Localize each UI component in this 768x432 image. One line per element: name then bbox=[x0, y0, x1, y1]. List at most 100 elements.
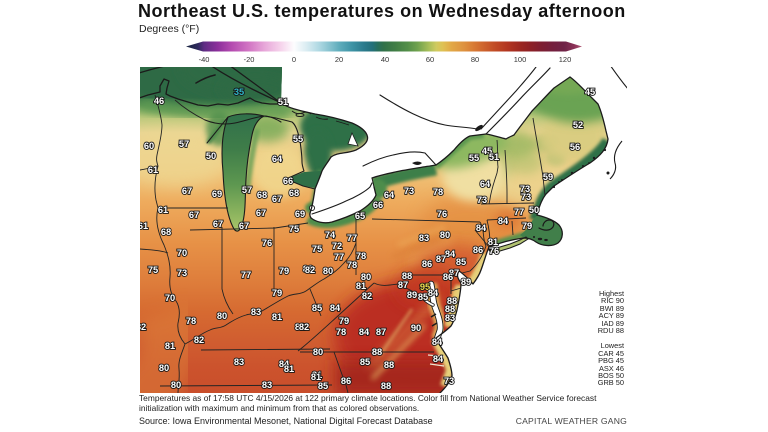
svg-text:72: 72 bbox=[332, 241, 342, 251]
svg-text:45: 45 bbox=[482, 146, 492, 156]
svg-text:83: 83 bbox=[419, 233, 429, 243]
svg-text:80: 80 bbox=[217, 311, 227, 321]
svg-text:89: 89 bbox=[461, 277, 471, 287]
svg-text:81: 81 bbox=[488, 237, 498, 247]
svg-text:85: 85 bbox=[456, 257, 466, 267]
svg-text:73: 73 bbox=[521, 192, 531, 202]
svg-text:79: 79 bbox=[339, 316, 349, 326]
svg-text:82: 82 bbox=[303, 264, 313, 274]
svg-text:80: 80 bbox=[313, 347, 323, 357]
svg-text:45: 45 bbox=[585, 87, 595, 97]
svg-text:40: 40 bbox=[381, 55, 389, 64]
svg-text:83: 83 bbox=[262, 380, 272, 390]
svg-text:84: 84 bbox=[432, 337, 443, 347]
svg-text:67: 67 bbox=[256, 208, 266, 218]
svg-text:55: 55 bbox=[293, 134, 303, 144]
svg-text:80: 80 bbox=[471, 55, 479, 64]
svg-text:76: 76 bbox=[489, 246, 499, 256]
svg-text:84: 84 bbox=[359, 327, 370, 337]
svg-text:86: 86 bbox=[422, 259, 432, 269]
svg-text:78: 78 bbox=[356, 251, 366, 261]
svg-text:74: 74 bbox=[325, 230, 336, 240]
svg-text:73: 73 bbox=[520, 184, 530, 194]
svg-text:67: 67 bbox=[239, 221, 249, 231]
svg-text:59: 59 bbox=[543, 172, 553, 182]
svg-text:73: 73 bbox=[477, 195, 487, 205]
svg-text:85: 85 bbox=[318, 381, 328, 391]
svg-text:81: 81 bbox=[356, 281, 366, 291]
svg-text:77: 77 bbox=[241, 270, 251, 280]
svg-text:50: 50 bbox=[206, 151, 216, 161]
svg-text:77: 77 bbox=[514, 207, 524, 217]
svg-text:88: 88 bbox=[402, 271, 412, 281]
svg-text:88: 88 bbox=[381, 381, 391, 391]
svg-text:87: 87 bbox=[436, 254, 446, 264]
svg-text:82: 82 bbox=[362, 291, 372, 301]
svg-text:76: 76 bbox=[262, 238, 272, 248]
svg-text:79: 79 bbox=[522, 221, 532, 231]
svg-text:70: 70 bbox=[165, 293, 175, 303]
svg-text:84: 84 bbox=[279, 359, 290, 369]
svg-text:68: 68 bbox=[257, 190, 267, 200]
svg-text:66: 66 bbox=[283, 176, 293, 186]
svg-text:85: 85 bbox=[360, 357, 370, 367]
svg-text:46: 46 bbox=[154, 96, 164, 106]
svg-text:89: 89 bbox=[407, 290, 417, 300]
svg-text:60: 60 bbox=[144, 141, 154, 151]
svg-text:87: 87 bbox=[398, 280, 408, 290]
svg-text:81: 81 bbox=[165, 341, 175, 351]
svg-text:78: 78 bbox=[186, 316, 196, 326]
svg-text:81: 81 bbox=[311, 372, 321, 382]
svg-text:78: 78 bbox=[347, 260, 357, 270]
svg-text:56: 56 bbox=[570, 142, 580, 152]
svg-text:79: 79 bbox=[279, 266, 289, 276]
svg-text:61: 61 bbox=[140, 221, 148, 231]
svg-text:78: 78 bbox=[433, 187, 443, 197]
svg-text:69: 69 bbox=[295, 209, 305, 219]
svg-text:95: 95 bbox=[420, 282, 430, 292]
svg-text:85: 85 bbox=[418, 292, 428, 302]
svg-text:84: 84 bbox=[330, 303, 341, 313]
svg-text:55: 55 bbox=[469, 153, 479, 163]
svg-text:67: 67 bbox=[272, 194, 282, 204]
svg-text:84: 84 bbox=[433, 354, 444, 364]
svg-text:82: 82 bbox=[305, 265, 315, 275]
svg-text:51: 51 bbox=[489, 152, 499, 162]
svg-text:-20: -20 bbox=[244, 55, 255, 64]
svg-text:77: 77 bbox=[347, 233, 357, 243]
svg-text:82: 82 bbox=[140, 322, 146, 332]
svg-text:120: 120 bbox=[559, 55, 572, 64]
svg-text:70: 70 bbox=[177, 248, 187, 258]
svg-text:35: 35 bbox=[234, 87, 244, 97]
svg-text:86: 86 bbox=[443, 272, 453, 282]
svg-text:73: 73 bbox=[404, 186, 414, 196]
svg-text:83: 83 bbox=[234, 357, 244, 367]
svg-text:67: 67 bbox=[189, 210, 199, 220]
svg-text:82: 82 bbox=[295, 322, 305, 332]
svg-text:80: 80 bbox=[361, 272, 371, 282]
svg-text:57: 57 bbox=[242, 185, 252, 195]
svg-text:60: 60 bbox=[426, 55, 434, 64]
svg-text:88: 88 bbox=[445, 304, 455, 314]
svg-text:0: 0 bbox=[292, 55, 296, 64]
svg-text:83: 83 bbox=[251, 307, 261, 317]
svg-text:84: 84 bbox=[428, 288, 439, 298]
svg-text:84: 84 bbox=[498, 216, 509, 226]
svg-text:88: 88 bbox=[447, 296, 457, 306]
svg-text:90: 90 bbox=[411, 323, 421, 333]
svg-text:61: 61 bbox=[148, 165, 158, 175]
svg-text:87: 87 bbox=[449, 268, 459, 278]
svg-text:82: 82 bbox=[299, 322, 309, 332]
svg-text:80: 80 bbox=[323, 266, 333, 276]
svg-text:84: 84 bbox=[476, 223, 487, 233]
svg-text:75: 75 bbox=[148, 265, 158, 275]
svg-text:67: 67 bbox=[182, 186, 192, 196]
svg-text:81: 81 bbox=[312, 370, 322, 380]
svg-text:88: 88 bbox=[372, 347, 382, 357]
svg-text:100: 100 bbox=[514, 55, 527, 64]
svg-text:52: 52 bbox=[573, 120, 583, 130]
svg-text:75: 75 bbox=[289, 224, 299, 234]
svg-text:78: 78 bbox=[336, 327, 346, 337]
svg-text:66: 66 bbox=[373, 200, 383, 210]
svg-text:68: 68 bbox=[289, 188, 299, 198]
